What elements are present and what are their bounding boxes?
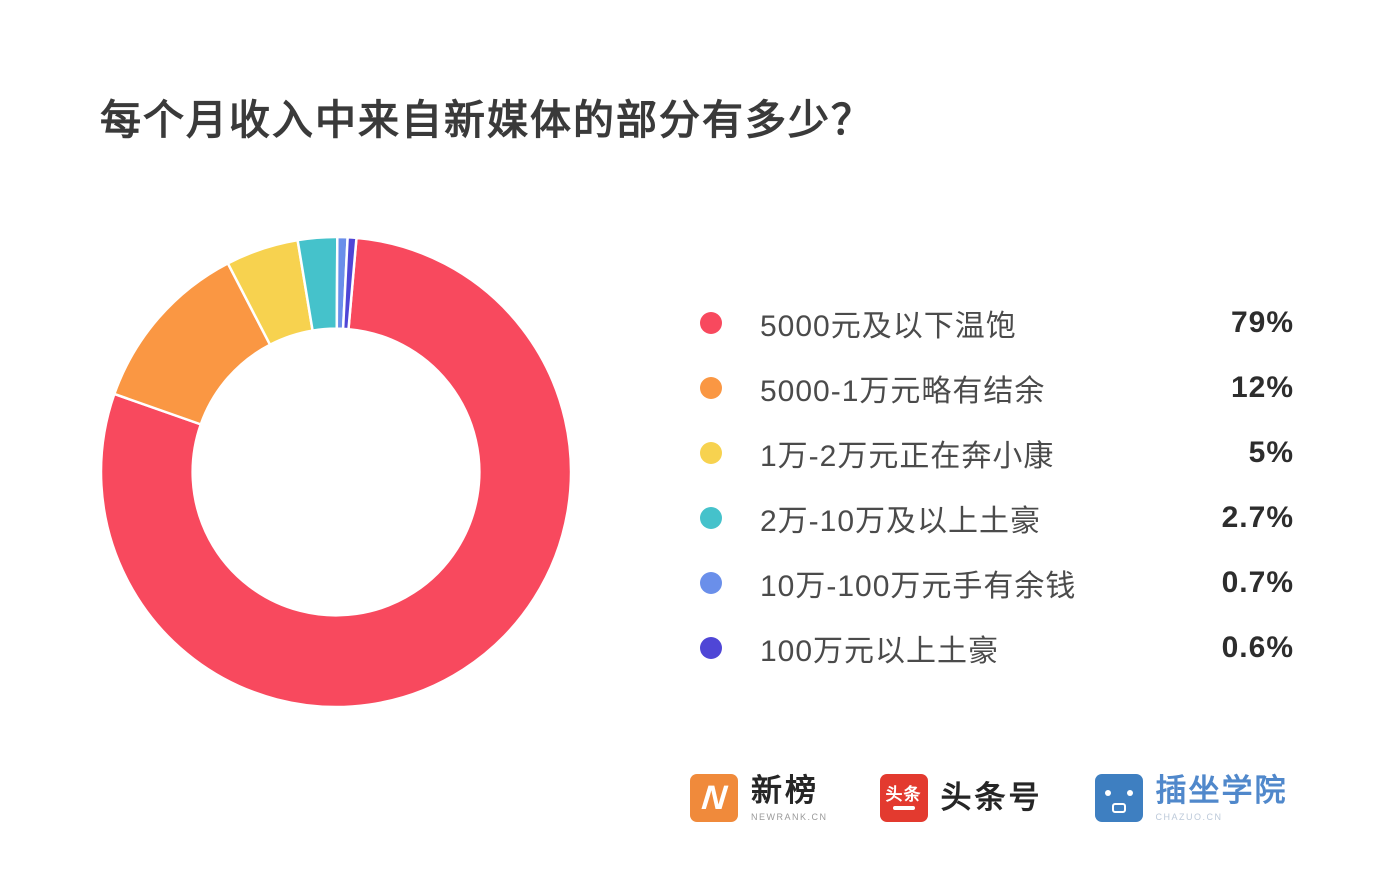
legend-item: 5000-1万元略有结余 12% [700,355,1294,420]
legend-label: 100万元以上土豪 [760,634,1000,668]
newrank-wordmark: 新榜 [751,773,819,809]
toutiao-icon-bar [892,806,915,810]
legend-dot [700,376,722,399]
donut-segment [341,236,358,331]
legend-value: 79% [1230,305,1294,339]
legend-value: 2.7% [1221,500,1294,534]
legend-item: 5000元及以下温饱 79% [700,290,1294,355]
chazuo-wordmark: 插坐学院 [1155,773,1288,809]
chart-legend: 5000元及以下温饱 79% 5000-1万元略有结余 12% 1万-2万元正在… [700,290,1294,680]
newrank-logo: N 新榜 NEWRANK.CN [690,774,828,822]
newrank-icon: N [690,774,738,822]
chazuo-url: CHAZUO.CN [1155,811,1223,822]
chazuo-eye-icon [1104,790,1111,796]
chazuo-logo: 插坐学院 CHAZUO.CN [1094,773,1288,822]
toutiao-wordmark: 头条号 [940,779,1043,815]
donut-chart [99,235,573,709]
page-title: 每个月收入中来自新媒体的部分有多少？ [100,97,874,143]
legend-dot [700,441,722,464]
legend-label: 1万-2万元正在奔小康 [760,439,1055,473]
legend-value: 5% [1248,435,1294,469]
legend-label: 5000元及以下温饱 [760,309,1017,343]
source-logos-bar: N 新榜 NEWRANK.CN 头条 头条号 [690,774,1288,822]
chazuo-robot-face-icon [1094,774,1143,822]
legend-label: 5000-1万元略有结余 [760,374,1046,408]
legend-value: 0.6% [1221,630,1294,664]
legend-item: 10万-100万元手有余钱 0.7% [700,550,1294,615]
legend-item: 100万元以上土豪 0.6% [700,615,1294,680]
legend-dot [700,571,722,594]
chazuo-mouth-icon [1111,803,1126,813]
legend-dot [700,311,722,334]
donut-segment [99,236,573,709]
legend-label: 2万-10万及以上土豪 [760,504,1042,538]
legend-value: 12% [1230,370,1294,404]
legend-label: 10万-100万元手有余钱 [760,569,1077,603]
toutiao-logo: 头条 头条号 [879,774,1043,822]
toutiao-icon: 头条 [879,774,928,822]
legend-item: 2万-10万及以上土豪 2.7% [700,485,1294,550]
chazuo-eye-icon [1126,790,1133,796]
legend-value: 0.7% [1221,565,1294,599]
legend-dot [700,636,722,659]
newrank-n-glyph: N [699,779,729,817]
toutiao-icon-chars: 头条 [885,785,922,804]
legend-dot [700,506,722,529]
newrank-url: NEWRANK.CN [751,811,828,822]
legend-item: 1万-2万元正在奔小康 5% [700,420,1294,485]
